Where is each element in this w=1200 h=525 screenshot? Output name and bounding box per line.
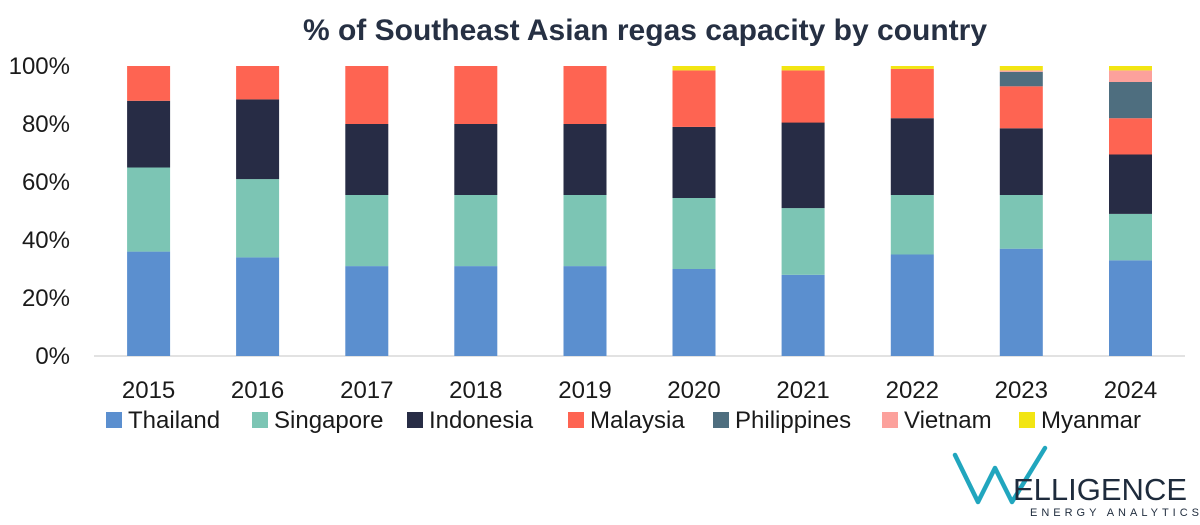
legend-label-myanmar: Myanmar — [1041, 407, 1141, 434]
y-tick-label: 60% — [22, 169, 70, 196]
x-tick-label: 2024 — [1104, 377, 1157, 404]
bars-group — [127, 66, 1152, 356]
legend: Thailand Singapore Indonesia Malaysia Philip… — [106, 407, 1141, 434]
bar-segment-singapore-2023 — [999, 195, 1043, 249]
legend-swatch-myanmar — [1019, 412, 1035, 428]
bar-segment-vietnam-2023 — [999, 70, 1043, 72]
welligence-logo: ELLIGENCE ENERGY ANALYTICS — [952, 445, 1200, 519]
bar-segment-malaysia-2023 — [999, 86, 1043, 129]
x-tick-label: 2018 — [449, 377, 502, 404]
bar-segment-singapore-2020 — [672, 197, 716, 269]
bar-segment-indonesia-2020 — [672, 126, 716, 198]
bar-segment-indonesia-2019 — [563, 124, 607, 195]
bar-segment-thailand-2019 — [563, 266, 607, 356]
bar-segment-singapore-2015 — [127, 167, 171, 252]
legend-swatch-singapore — [252, 412, 268, 428]
legend-label-philippines: Philippines — [735, 407, 851, 434]
legend-label-thailand: Thailand — [128, 407, 220, 434]
bar-segment-myanmar-2022 — [890, 66, 934, 69]
logo-w-mark — [952, 445, 1048, 505]
x-tick-label: 2022 — [886, 377, 939, 404]
x-tick-label: 2016 — [231, 377, 284, 404]
bar-segment-malaysia-2017 — [345, 66, 389, 124]
bar-segment-indonesia-2022 — [890, 118, 934, 195]
bar-segment-thailand-2017 — [345, 266, 389, 356]
bar-segment-thailand-2018 — [454, 266, 498, 356]
bar-segment-malaysia-2016 — [236, 66, 280, 100]
legend-label-indonesia: Indonesia — [429, 407, 534, 434]
bar-segment-myanmar-2021 — [781, 66, 825, 71]
bar-segment-singapore-2016 — [236, 179, 280, 258]
bar-segment-thailand-2024 — [1109, 260, 1152, 356]
bar-segment-malaysia-2019 — [563, 66, 607, 124]
bar-segment-thailand-2020 — [672, 269, 716, 356]
y-tick-label: 0% — [35, 343, 70, 370]
y-tick-label: 100% — [9, 53, 70, 80]
bar-segment-myanmar-2024 — [1109, 66, 1152, 71]
bar-segment-singapore-2018 — [454, 195, 498, 267]
y-tick-label: 20% — [22, 285, 70, 312]
x-tick-label: 2021 — [776, 377, 829, 404]
bar-segment-singapore-2019 — [563, 195, 607, 267]
y-axis-ticks: 0% 20% 40% 60% 80% 100% — [9, 53, 70, 370]
x-tick-label: 2015 — [122, 377, 175, 404]
bar-segment-thailand-2016 — [236, 257, 280, 356]
legend-swatch-malaysia — [568, 412, 584, 428]
bar-segment-indonesia-2016 — [236, 99, 280, 180]
bar-segment-singapore-2024 — [1109, 213, 1152, 261]
x-tick-label: 2019 — [558, 377, 611, 404]
bar-segment-singapore-2022 — [890, 195, 934, 255]
bar-segment-indonesia-2021 — [781, 122, 825, 209]
legend-label-singapore: Singapore — [274, 407, 383, 434]
bar-segment-singapore-2017 — [345, 195, 389, 267]
legend-swatch-philippines — [713, 412, 729, 428]
chart-title: % of Southeast Asian regas capacity by c… — [303, 14, 987, 47]
x-axis-ticks: 2015 2016 2017 2018 2019 2020 2021 2022 2023 2024 — [122, 377, 1157, 404]
bar-segment-philippines-2023 — [999, 71, 1043, 87]
bar-segment-indonesia-2015 — [127, 100, 171, 168]
logo-tagline: ENERGY ANALYTICS — [1030, 507, 1200, 519]
legend-label-vietnam: Vietnam — [904, 407, 992, 434]
bar-segment-indonesia-2023 — [999, 128, 1043, 195]
bar-segment-indonesia-2017 — [345, 124, 389, 195]
bar-segment-indonesia-2024 — [1109, 154, 1152, 214]
bar-segment-myanmar-2023 — [999, 66, 1043, 71]
x-tick-label: 2023 — [995, 377, 1048, 404]
bar-segment-thailand-2015 — [127, 251, 171, 356]
bar-segment-thailand-2022 — [890, 254, 934, 356]
x-tick-label: 2020 — [667, 377, 720, 404]
bar-segment-indonesia-2018 — [454, 124, 498, 195]
bar-segment-malaysia-2021 — [781, 70, 825, 123]
logo-wordmark: ELLIGENCE — [1013, 472, 1187, 507]
legend-swatch-indonesia — [407, 412, 423, 428]
bar-segment-malaysia-2020 — [672, 70, 716, 127]
x-tick-label: 2017 — [340, 377, 393, 404]
bar-segment-thailand-2021 — [781, 274, 825, 356]
legend-label-malaysia: Malaysia — [590, 407, 685, 434]
bar-segment-thailand-2023 — [999, 248, 1043, 356]
y-tick-label: 40% — [22, 227, 70, 254]
bar-segment-vietnam-2024 — [1109, 70, 1152, 82]
bar-segment-philippines-2024 — [1109, 81, 1152, 119]
bar-segment-malaysia-2022 — [890, 68, 934, 119]
legend-swatch-thailand — [106, 412, 122, 428]
bar-segment-malaysia-2024 — [1109, 118, 1152, 155]
bar-segment-myanmar-2020 — [672, 66, 716, 71]
y-tick-label: 80% — [22, 111, 70, 138]
bar-segment-malaysia-2015 — [127, 66, 171, 101]
legend-swatch-vietnam — [882, 412, 898, 428]
bar-segment-singapore-2021 — [781, 208, 825, 275]
bar-segment-malaysia-2018 — [454, 66, 498, 124]
